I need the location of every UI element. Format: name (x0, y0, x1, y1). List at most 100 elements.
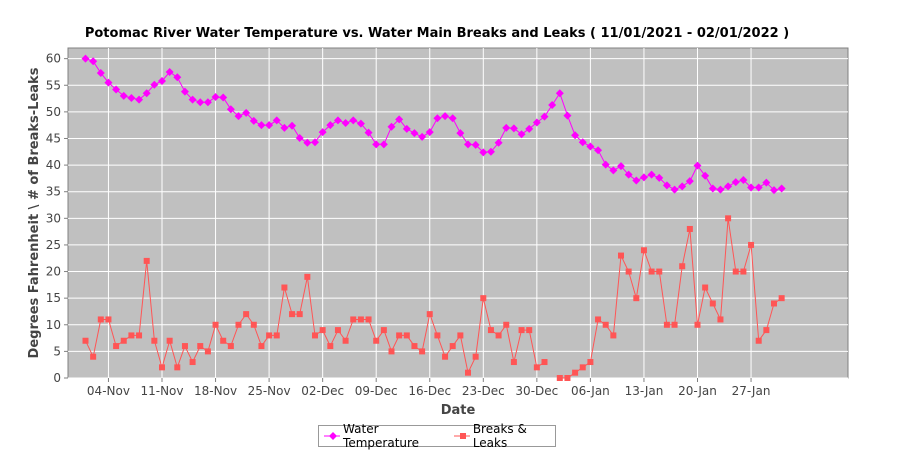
data-point-temperature (639, 173, 648, 182)
x-axis-label: Date (441, 403, 476, 418)
data-point-breaks (357, 316, 364, 323)
data-point-breaks (740, 268, 747, 275)
data-point-temperature (647, 170, 656, 179)
data-point-breaks (212, 321, 219, 328)
data-point-breaks (258, 343, 265, 350)
data-point-temperature (525, 124, 534, 133)
data-point-temperature (632, 176, 641, 185)
data-point-breaks (136, 332, 143, 339)
data-point-temperature (670, 185, 679, 194)
data-point-breaks (656, 268, 663, 275)
data-point-breaks (365, 316, 372, 323)
data-point-temperature (364, 128, 373, 137)
x-tick-label: 18-Nov (194, 384, 237, 398)
data-point-breaks (694, 321, 701, 328)
data-point-breaks (633, 295, 640, 302)
x-tick-label: 04-Nov (87, 384, 130, 398)
data-point-temperature (280, 123, 289, 132)
data-point-breaks (503, 321, 510, 328)
legend-item-breaks-leaks: Breaks & Leaks (453, 422, 555, 450)
data-point-breaks (434, 332, 441, 339)
y-tick-label: 10 (46, 318, 61, 332)
data-point-breaks (128, 332, 135, 339)
data-point-temperature (257, 121, 266, 130)
data-point-temperature (754, 183, 763, 192)
data-point-temperature (303, 138, 312, 147)
data-point-breaks (120, 337, 127, 344)
data-point-temperature (272, 116, 281, 125)
data-point-breaks (174, 364, 181, 371)
data-point-breaks (197, 343, 204, 350)
data-point-temperature (295, 133, 304, 142)
data-point-breaks (243, 311, 250, 318)
data-point-temperature (326, 121, 335, 130)
data-point-temperature (81, 54, 90, 63)
chart-title: Potomac River Water Temperature vs. Wate… (85, 26, 789, 41)
data-point-temperature (180, 87, 189, 96)
y-tick-label: 20 (46, 265, 61, 279)
data-point-breaks (579, 364, 586, 371)
gridlines (68, 48, 848, 379)
data-point-breaks (426, 311, 433, 318)
data-point-breaks (90, 353, 97, 360)
data-point-breaks (763, 327, 770, 334)
data-point-temperature (724, 182, 733, 191)
data-point-temperature (127, 94, 136, 103)
y-tick-label: 30 (46, 211, 61, 225)
data-point-temperature (387, 122, 396, 131)
data-point-breaks (373, 337, 380, 344)
data-point-breaks (495, 332, 502, 339)
data-point-breaks (296, 311, 303, 318)
y-axis-label: Degrees Fahrenheit \ # of Breaks-Leaks (27, 67, 42, 358)
data-point-breaks (304, 273, 311, 280)
data-point-temperature (226, 105, 235, 114)
data-point-temperature (678, 182, 687, 191)
y-tick-label: 0 (53, 371, 61, 385)
data-point-temperature (173, 73, 182, 82)
x-tick-label: 09-Dec (355, 384, 398, 398)
data-point-temperature (586, 142, 595, 151)
data-point-breaks (181, 343, 188, 350)
plot-area (67, 47, 849, 379)
data-point-breaks (510, 359, 517, 366)
data-point-breaks (143, 257, 150, 264)
x-axis-ticks: 04-Nov 11-Nov 18-Nov 25-Nov 02-Dec 09-Dec 16-D… (87, 378, 770, 398)
x-tick-label: 30-Dec (515, 384, 558, 398)
data-point-temperature (188, 95, 197, 104)
data-point-breaks (319, 327, 326, 334)
data-point-temperature (693, 161, 702, 170)
data-point-breaks (442, 353, 449, 360)
data-point-temperature (395, 115, 404, 124)
data-point-temperature (655, 173, 664, 182)
data-point-temperature (234, 112, 243, 121)
data-point-temperature (464, 140, 472, 149)
data-point-breaks (220, 337, 227, 344)
legend: Water Temperature Breaks & Leaks (318, 422, 556, 450)
data-point-temperature (448, 114, 457, 123)
data-point-breaks (709, 300, 716, 307)
data-point-temperature (571, 131, 580, 140)
data-point-temperature (142, 89, 151, 98)
data-point-temperature (731, 178, 740, 187)
data-point-temperature (540, 112, 549, 121)
data-point-breaks (235, 321, 242, 328)
data-point-temperature (609, 166, 618, 175)
data-point-temperature (479, 148, 488, 157)
data-point-breaks (113, 343, 120, 350)
data-point-breaks (312, 332, 318, 339)
data-point-breaks (686, 225, 693, 232)
y-tick-label: 60 (46, 52, 61, 66)
data-point-breaks (334, 327, 341, 334)
data-point-breaks (380, 327, 387, 334)
data-point-breaks (403, 332, 410, 339)
y-tick-label: 40 (46, 158, 61, 172)
data-point-breaks (465, 369, 471, 376)
data-point-breaks (105, 316, 112, 323)
data-point-temperature (96, 69, 105, 78)
data-point-temperature (471, 140, 480, 149)
data-point-temperature (502, 123, 511, 132)
legend-square-icon (453, 433, 470, 439)
data-point-temperature (716, 185, 725, 194)
data-point-breaks (518, 327, 525, 334)
